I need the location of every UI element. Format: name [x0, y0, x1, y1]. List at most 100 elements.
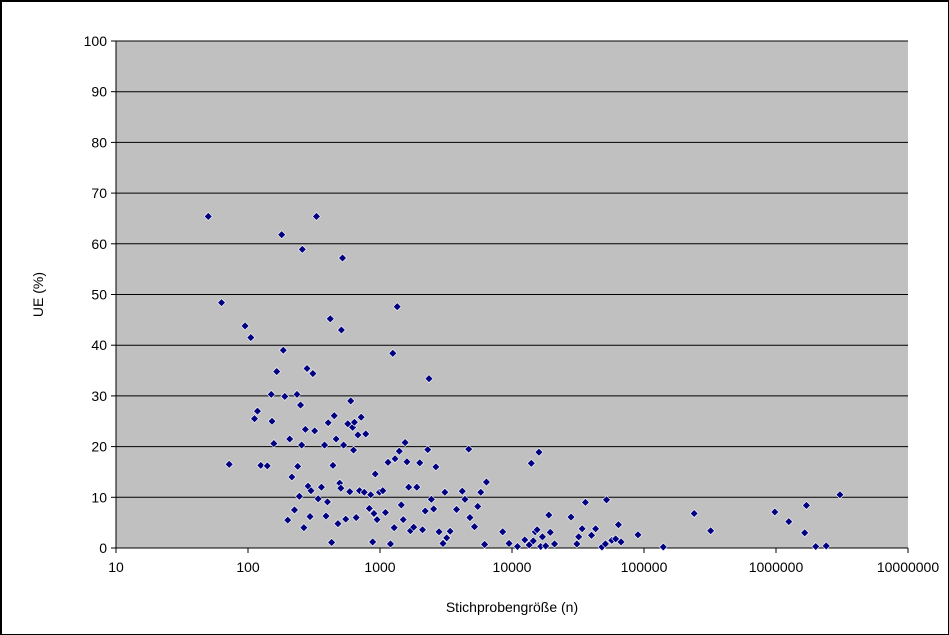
data-point	[423, 445, 433, 455]
data-point	[464, 444, 474, 454]
data-point	[278, 345, 288, 355]
data-point	[404, 482, 414, 492]
data-point	[283, 515, 293, 525]
x-tick-label: 1000000	[749, 559, 804, 575]
data-point	[465, 513, 475, 523]
data-point	[345, 487, 355, 497]
y-tick-label: 90	[91, 84, 107, 100]
data-point	[386, 539, 395, 549]
data-point	[528, 536, 538, 546]
data-point	[317, 482, 326, 492]
data-point	[460, 494, 470, 504]
data-point	[402, 457, 412, 467]
data-point	[541, 541, 551, 551]
data-point	[302, 364, 312, 373]
data-point	[372, 515, 382, 525]
data-point	[339, 440, 349, 450]
data-point	[438, 539, 448, 548]
data-point	[272, 367, 282, 376]
data-point	[293, 461, 303, 471]
data-point	[312, 211, 321, 221]
data-point	[341, 514, 351, 524]
data-point	[203, 211, 213, 221]
data-point	[811, 542, 821, 551]
data-point	[689, 509, 699, 518]
data-point	[292, 389, 302, 399]
data-point	[418, 525, 427, 535]
data-point	[545, 527, 555, 537]
data-point	[331, 434, 341, 444]
data-point	[333, 519, 343, 529]
data-point	[566, 512, 576, 522]
y-tick-labels: 0 10 20 30 40 50 60 70 80 90 100	[84, 33, 116, 556]
data-point	[266, 389, 276, 399]
data-point	[383, 457, 393, 467]
data-point	[325, 314, 335, 324]
data-point	[587, 530, 596, 540]
data-point	[361, 429, 371, 439]
data-point	[706, 526, 716, 536]
y-tick-label: 60	[91, 236, 107, 252]
data-point	[327, 537, 337, 547]
data-point	[300, 424, 310, 434]
data-point	[513, 542, 522, 551]
data-point	[537, 532, 547, 542]
y-tick-label: 70	[91, 185, 107, 201]
data-point	[306, 486, 316, 496]
data-point	[381, 508, 390, 517]
data-point	[800, 528, 810, 538]
data-point	[602, 495, 611, 505]
data-point	[504, 539, 514, 548]
data-point	[415, 458, 425, 468]
data-point	[613, 520, 623, 530]
data-point	[442, 533, 452, 543]
data-point	[321, 511, 331, 521]
y-tick-label: 40	[91, 337, 107, 353]
data-point	[581, 497, 590, 507]
data-point	[336, 483, 346, 493]
x-axis-title: Stichprobengröße (n)	[446, 599, 578, 615]
data-point	[299, 523, 309, 533]
data-point	[481, 477, 491, 487]
data-point	[412, 482, 422, 492]
data-point	[368, 537, 378, 547]
x-tick-labels: 10 100 1000 10000 100000 1000000 10000000	[108, 548, 939, 575]
data-point	[297, 244, 307, 254]
data-point	[440, 487, 450, 497]
data-point	[240, 321, 250, 331]
data-point	[320, 440, 329, 450]
data-point	[294, 491, 304, 501]
data-point	[262, 461, 272, 471]
y-tick-label: 10	[91, 489, 107, 505]
data-point	[445, 526, 455, 536]
data-point	[267, 416, 277, 426]
x-tick-label: 10	[108, 559, 124, 575]
data-point	[250, 414, 259, 424]
data-point	[784, 517, 794, 527]
y-tick-label: 50	[91, 287, 107, 303]
data-point	[364, 504, 374, 513]
data-point	[498, 527, 508, 537]
x-tick-label: 100000	[621, 559, 668, 575]
data-point	[256, 460, 266, 470]
data-point	[253, 406, 262, 416]
data-points	[203, 211, 845, 552]
data-point	[452, 505, 461, 514]
data-point	[351, 513, 361, 523]
data-point	[217, 298, 226, 308]
data-point	[476, 487, 486, 497]
data-point	[353, 430, 363, 440]
data-point	[400, 438, 410, 447]
data-point	[429, 504, 439, 514]
data-point	[366, 490, 376, 500]
data-point	[520, 535, 530, 545]
data-point	[473, 502, 483, 511]
data-point	[356, 412, 366, 422]
data-point	[434, 527, 444, 537]
data-point	[591, 524, 601, 534]
data-point	[431, 462, 441, 472]
data-point	[346, 396, 356, 406]
data-point	[297, 440, 307, 450]
data-point	[526, 458, 536, 468]
